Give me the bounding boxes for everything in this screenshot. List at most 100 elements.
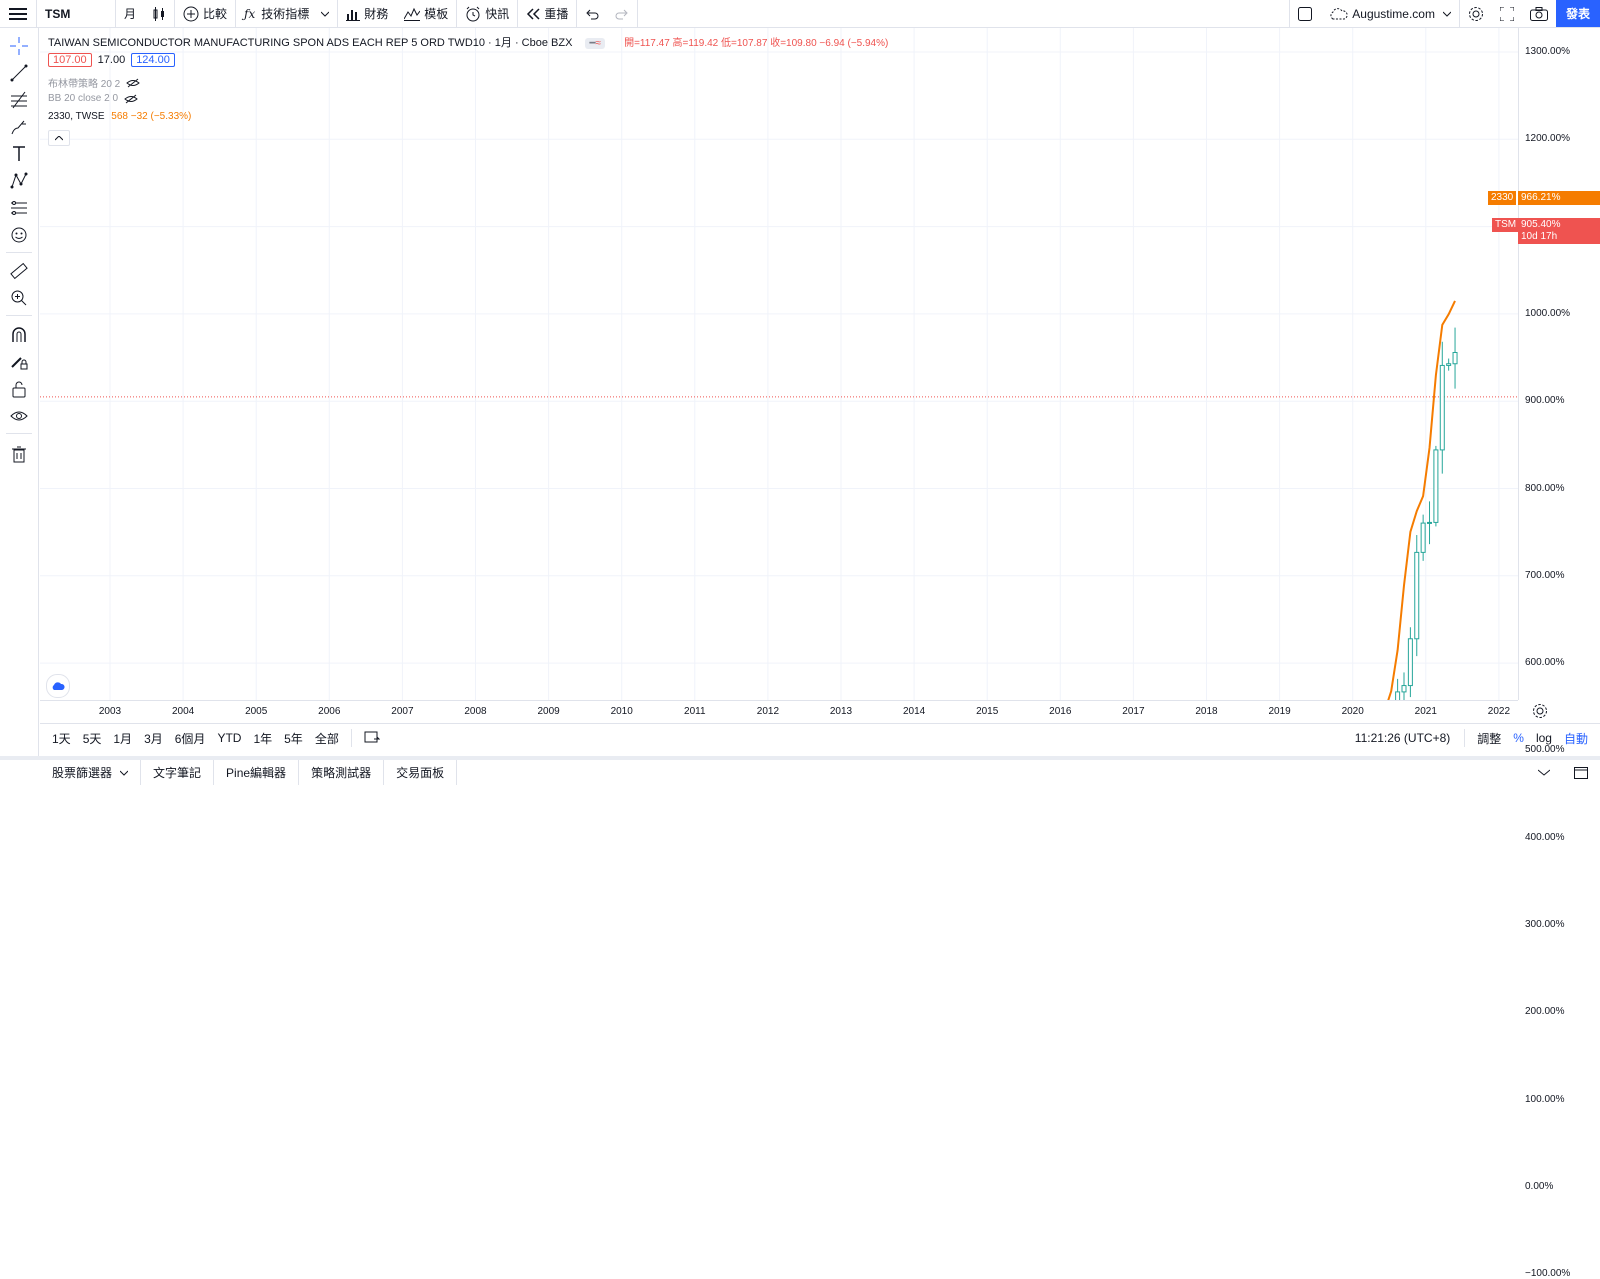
range-all[interactable]: 全部: [314, 731, 339, 746]
settings-button[interactable]: [1460, 0, 1492, 27]
candle-body: [1420, 522, 1426, 553]
fullscreen-button[interactable]: [1492, 0, 1522, 27]
text-button[interactable]: [7, 142, 31, 166]
zoom-button[interactable]: [7, 286, 31, 310]
divider: [1464, 729, 1466, 747]
time-axis-label: 2010: [610, 706, 633, 717]
gann-fib-button[interactable]: [7, 88, 31, 112]
chevron-down-icon: [321, 11, 330, 17]
time-axis-label: 2017: [1122, 706, 1145, 717]
time-axis[interactable]: 2003 2004 2005 2006 2007 2008 2009 2010 2011 2012…: [40, 700, 1518, 723]
indicator-row-2[interactable]: BB 20 close 2 0: [48, 93, 138, 104]
replay-label: 重播: [544, 7, 569, 21]
divider: [1289, 0, 1291, 27]
interval-button[interactable]: 月: [124, 7, 137, 21]
brush-button[interactable]: [7, 115, 31, 139]
crosshair-button[interactable]: [7, 34, 31, 58]
tag-2330-name: 2330: [1488, 191, 1517, 205]
price-chart[interactable]: [40, 28, 1518, 1275]
chart-style-button[interactable]: [144, 0, 174, 27]
range-bar: 1天 5天 1月 3月 6個月 YTD 1年 5年 全部 11:21:26 (U…: [40, 723, 1600, 752]
time-axis-label: 2011: [684, 706, 706, 717]
snapshot-button[interactable]: [1522, 0, 1556, 27]
tab-pine-editor[interactable]: Pine編輯器: [214, 760, 300, 785]
eye-hidden-icon[interactable]: [124, 94, 138, 104]
time-axis-label: 2013: [829, 706, 853, 717]
top-toolbar: TSM 月 比較 ƒx 技術指標 財務 模板 快: [0, 0, 1600, 28]
gear-icon: [1468, 6, 1484, 22]
range-5d[interactable]: 5天: [82, 731, 102, 746]
range-6m[interactable]: 6個月: [174, 731, 206, 746]
tab-strategy-tester[interactable]: 策略測試器: [299, 760, 385, 785]
time-axis-label: 2022: [1487, 706, 1511, 717]
range-3m[interactable]: 3月: [144, 731, 163, 746]
price-scale-label: 0.00%: [1525, 1180, 1554, 1192]
compare-button[interactable]: 比較: [175, 0, 235, 27]
collapse-legend-button[interactable]: [48, 130, 70, 146]
hide-drawings-button[interactable]: [7, 404, 31, 428]
minimize-panel-button[interactable]: [1526, 760, 1562, 785]
indicator-row-1[interactable]: 布林帶策略 20 2: [48, 75, 141, 90]
compare-legend[interactable]: 2330, TWSE 568 −32 (−5.33%): [48, 111, 191, 122]
adjust-toggle[interactable]: 調整: [1477, 731, 1502, 746]
bid-price[interactable]: 107.00: [48, 53, 92, 67]
bottom-panel-tabs: 股票篩選器 文字筆記 Pine編輯器 策略測試器 交易面板: [0, 756, 1600, 785]
symbol-title[interactable]: TAIWAN SEMICONDUCTOR MANUFACTURING SPON …: [48, 37, 573, 49]
tab-text-notes[interactable]: 文字筆記: [141, 760, 215, 785]
templates-icon: [404, 7, 421, 21]
pattern-button[interactable]: [7, 169, 31, 193]
lock-all-button[interactable]: [7, 377, 31, 401]
layout-button[interactable]: [1290, 0, 1320, 27]
cloud-logo-icon: [51, 681, 65, 691]
axis-settings-button[interactable]: [1532, 703, 1548, 722]
indicators-button[interactable]: ƒx 技術指標: [236, 0, 337, 27]
range-1y[interactable]: 1年: [253, 731, 273, 746]
tab-stock-screener[interactable]: 股票篩選器: [40, 760, 142, 785]
undo-icon: [585, 8, 599, 20]
time-axis-label: 2005: [245, 706, 268, 717]
undo-button[interactable]: [577, 0, 607, 27]
publish-button[interactable]: 發表: [1555, 0, 1600, 27]
remove-drawings-button[interactable]: [7, 442, 31, 466]
symbol-search[interactable]: TSM: [45, 6, 71, 21]
alert-button[interactable]: 快訊: [457, 0, 517, 27]
range-ytd[interactable]: YTD: [217, 731, 242, 745]
percent-toggle[interactable]: %: [1513, 731, 1524, 745]
redo-icon: [615, 8, 629, 20]
lock-drawing-button[interactable]: [7, 350, 31, 374]
auto-toggle[interactable]: 自動: [1563, 731, 1588, 746]
icons-button[interactable]: [7, 223, 31, 247]
eye-hidden-icon[interactable]: [126, 78, 141, 88]
maximize-panel-button[interactable]: [1562, 760, 1600, 785]
templates-button[interactable]: 模板: [396, 0, 456, 27]
replay-button[interactable]: 重播: [518, 0, 576, 27]
ask-price[interactable]: 124.00: [131, 53, 175, 67]
fib-icon: [10, 91, 28, 109]
prediction-icon: [10, 199, 28, 217]
measure-button[interactable]: [7, 259, 31, 283]
compare-toggle[interactable]: ━≈: [585, 38, 606, 49]
account-button[interactable]: Augustime.com: [1320, 0, 1459, 27]
log-toggle[interactable]: log: [1535, 731, 1552, 745]
ohlc-values: 開=117.47 高=119.42 低=107.87 收=109.80 −6.9…: [624, 38, 889, 49]
financials-button[interactable]: 財務: [338, 0, 396, 27]
trend-line-button[interactable]: [7, 61, 31, 85]
square-icon: [1298, 6, 1313, 21]
menu-button[interactable]: [0, 0, 36, 27]
bar-chart-icon: [346, 7, 361, 21]
price-scale-label: 800.00%: [1525, 482, 1565, 494]
magnet-button[interactable]: [7, 323, 31, 347]
tradingview-logo[interactable]: [46, 674, 70, 698]
redo-button[interactable]: [607, 0, 637, 27]
clock-time[interactable]: 11:21:26 (UTC+8): [1354, 731, 1451, 745]
chart-pane[interactable]: [40, 28, 1518, 1275]
range-1m[interactable]: 1月: [113, 731, 133, 746]
price-scale[interactable]: 1300.00%1200.00%1100.00%1000.00%900.00%8…: [1518, 28, 1600, 1279]
range-5y[interactable]: 5年: [284, 731, 303, 746]
spread-value: 17.00: [97, 54, 126, 66]
prediction-button[interactable]: [7, 196, 31, 220]
goto-date-button[interactable]: [358, 730, 386, 747]
range-1d[interactable]: 1天: [52, 731, 71, 746]
chart-legend: TAIWAN SEMICONDUCTOR MANUFACTURING SPON …: [48, 34, 888, 50]
tab-trading-panel[interactable]: 交易面板: [384, 760, 458, 785]
